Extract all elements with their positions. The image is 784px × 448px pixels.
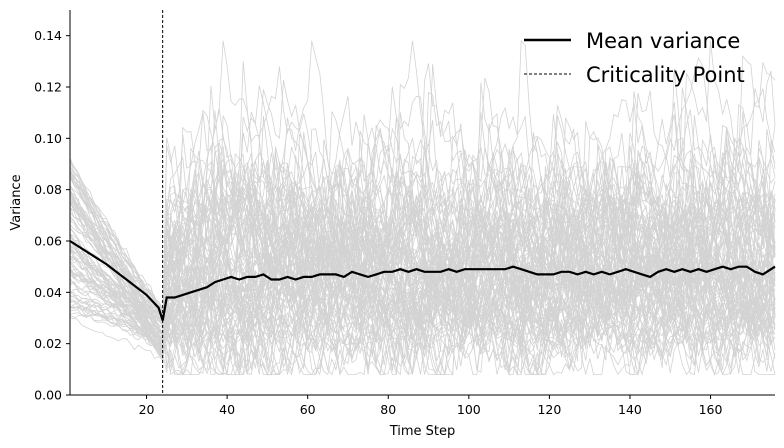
y-tick-label: 0.10 <box>34 131 62 146</box>
y-tick-label: 0.06 <box>34 234 62 249</box>
x-tick-label: 160 <box>699 402 723 417</box>
background-trace <box>69 95 776 316</box>
x-tick-label: 40 <box>219 402 235 417</box>
background-trace <box>69 40 776 335</box>
x-tick-label: 100 <box>457 402 481 417</box>
legend: Mean variance Criticality Point <box>524 29 745 87</box>
y-axis-ticks: 0.00 0.02 0.04 0.06 0.08 0.10 0.12 0.14 <box>34 28 70 403</box>
background-trace <box>69 220 776 375</box>
y-tick-label: 0.02 <box>34 336 62 351</box>
x-tick-label: 60 <box>300 402 316 417</box>
background-trace <box>69 233 776 376</box>
legend-mean-label: Mean variance <box>586 29 740 53</box>
background-trace <box>69 147 776 376</box>
legend-criticality-label: Criticality Point <box>586 63 745 87</box>
x-axis-ticks: 20 40 60 80 100 120 140 160 <box>139 395 723 417</box>
background-trace <box>69 185 776 354</box>
x-tick-label: 20 <box>139 402 155 417</box>
background-trace <box>69 170 776 376</box>
x-tick-label: 140 <box>618 402 642 417</box>
background-trace <box>69 109 776 347</box>
y-tick-label: 0.04 <box>34 285 62 300</box>
background-trace <box>69 91 776 348</box>
axes <box>69 10 775 396</box>
x-tick-label: 80 <box>380 402 396 417</box>
background-trace <box>69 126 776 375</box>
background-trace <box>69 148 776 374</box>
background-trace <box>69 192 776 353</box>
x-axis-label: Time Step <box>389 424 456 439</box>
background-trace <box>69 183 776 376</box>
mean-variance-line <box>69 240 776 321</box>
y-tick-label: 0.12 <box>34 80 62 95</box>
x-tick-label: 120 <box>537 402 561 417</box>
background-trace <box>69 186 776 375</box>
y-tick-label: 0.14 <box>34 28 62 43</box>
background-traces <box>69 39 776 376</box>
y-axis-label: Variance <box>9 174 24 230</box>
background-trace <box>69 90 776 336</box>
y-tick-label: 0.00 <box>34 388 62 403</box>
y-tick-label: 0.08 <box>34 182 62 197</box>
mean-variance-layer <box>69 240 776 321</box>
background-trace <box>69 202 776 376</box>
